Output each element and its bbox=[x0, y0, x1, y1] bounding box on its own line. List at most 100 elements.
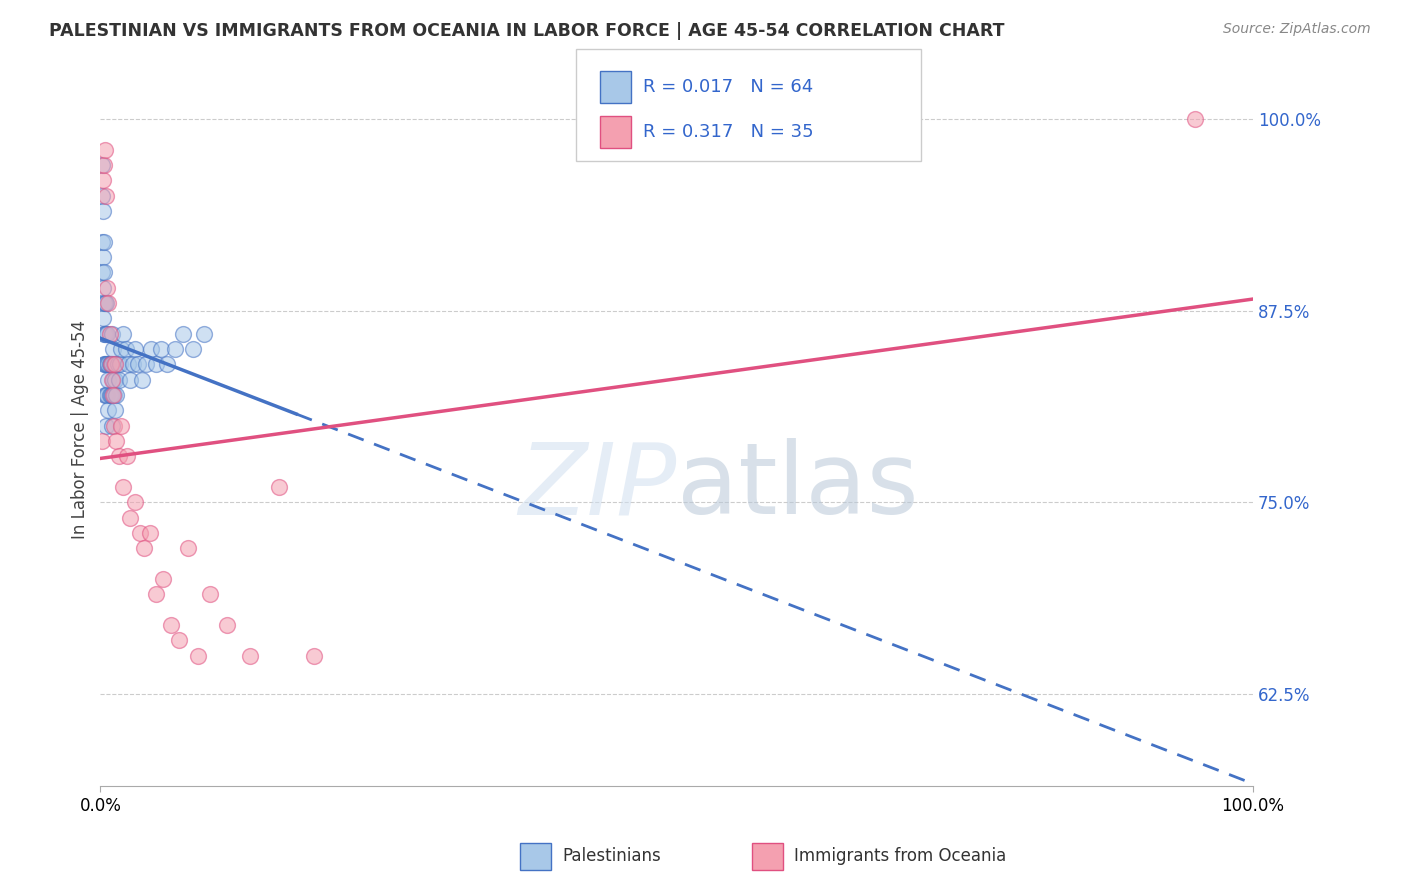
Point bbox=[93, 357, 115, 371]
Point bbox=[98, 357, 121, 371]
Point bbox=[135, 357, 157, 371]
Point bbox=[96, 326, 118, 341]
Point bbox=[97, 373, 120, 387]
Point bbox=[131, 373, 153, 387]
Point bbox=[94, 326, 117, 341]
Text: Palestinians: Palestinians bbox=[562, 847, 661, 865]
Point bbox=[159, 618, 181, 632]
Point bbox=[177, 541, 200, 556]
Point bbox=[110, 418, 132, 433]
Point bbox=[103, 357, 125, 371]
Point bbox=[97, 296, 120, 310]
Point bbox=[93, 296, 115, 310]
Point bbox=[145, 587, 167, 601]
Point bbox=[101, 388, 124, 402]
Point bbox=[94, 143, 117, 157]
Point bbox=[94, 188, 117, 202]
Point bbox=[91, 311, 114, 326]
Point bbox=[98, 326, 121, 341]
Point bbox=[193, 326, 215, 341]
Point bbox=[107, 450, 129, 464]
Point bbox=[267, 480, 290, 494]
Point bbox=[94, 357, 117, 371]
Point bbox=[93, 235, 115, 249]
Point bbox=[172, 326, 194, 341]
Point bbox=[139, 342, 162, 356]
Point bbox=[101, 373, 124, 387]
Point bbox=[145, 357, 167, 371]
Point bbox=[110, 342, 132, 356]
Point bbox=[107, 357, 129, 371]
Point bbox=[104, 357, 127, 371]
Point bbox=[101, 326, 124, 341]
Point bbox=[94, 357, 117, 371]
Point bbox=[165, 342, 187, 356]
Point bbox=[112, 326, 135, 341]
Point bbox=[90, 265, 112, 279]
Point bbox=[91, 204, 114, 219]
Point bbox=[94, 296, 117, 310]
Point bbox=[105, 434, 128, 448]
Point bbox=[96, 281, 118, 295]
Point bbox=[101, 388, 124, 402]
Point bbox=[91, 281, 114, 295]
Point bbox=[128, 526, 150, 541]
Point bbox=[101, 342, 124, 356]
Point bbox=[90, 434, 112, 448]
Point bbox=[100, 388, 122, 402]
Point bbox=[120, 510, 142, 524]
Point bbox=[114, 342, 136, 356]
Point bbox=[117, 357, 139, 371]
Point bbox=[152, 572, 174, 586]
Point bbox=[101, 357, 124, 371]
Point bbox=[98, 388, 121, 402]
Text: PALESTINIAN VS IMMIGRANTS FROM OCEANIA IN LABOR FORCE | AGE 45-54 CORRELATION CH: PALESTINIAN VS IMMIGRANTS FROM OCEANIA I… bbox=[49, 22, 1005, 40]
Point bbox=[198, 587, 221, 601]
Point bbox=[94, 388, 117, 402]
Point bbox=[96, 388, 118, 402]
Y-axis label: In Labor Force | Age 45-54: In Labor Force | Age 45-54 bbox=[72, 320, 89, 539]
Text: atlas: atlas bbox=[676, 438, 918, 535]
Point bbox=[124, 342, 146, 356]
Point bbox=[90, 158, 112, 172]
Point bbox=[90, 235, 112, 249]
Point bbox=[100, 357, 122, 371]
Point bbox=[134, 541, 156, 556]
Point bbox=[167, 633, 190, 648]
Point bbox=[101, 373, 124, 387]
Point bbox=[156, 357, 179, 371]
Point bbox=[93, 158, 115, 172]
Point bbox=[97, 403, 120, 417]
Point bbox=[112, 480, 135, 494]
Point bbox=[94, 326, 117, 341]
Point bbox=[181, 342, 204, 356]
Point bbox=[103, 388, 125, 402]
Text: R = 0.317   N = 35: R = 0.317 N = 35 bbox=[643, 123, 813, 141]
Point bbox=[127, 357, 149, 371]
Point bbox=[100, 357, 122, 371]
Point bbox=[96, 357, 118, 371]
Point bbox=[1184, 112, 1206, 126]
Text: ZIP: ZIP bbox=[519, 438, 676, 535]
Point bbox=[103, 418, 125, 433]
Point bbox=[104, 403, 127, 417]
Point bbox=[94, 388, 117, 402]
Point bbox=[121, 357, 143, 371]
Point bbox=[115, 450, 138, 464]
Point bbox=[91, 173, 114, 187]
Point bbox=[93, 326, 115, 341]
Text: Source: ZipAtlas.com: Source: ZipAtlas.com bbox=[1223, 22, 1371, 37]
Point bbox=[104, 373, 127, 387]
Point bbox=[105, 388, 128, 402]
Point bbox=[97, 357, 120, 371]
Point bbox=[139, 526, 162, 541]
Point bbox=[120, 373, 142, 387]
Point bbox=[91, 250, 114, 264]
Point bbox=[93, 265, 115, 279]
Point bbox=[107, 373, 129, 387]
Point bbox=[94, 296, 117, 310]
Point bbox=[187, 648, 209, 663]
Point bbox=[124, 495, 146, 509]
Point bbox=[217, 618, 239, 632]
Point bbox=[302, 648, 325, 663]
